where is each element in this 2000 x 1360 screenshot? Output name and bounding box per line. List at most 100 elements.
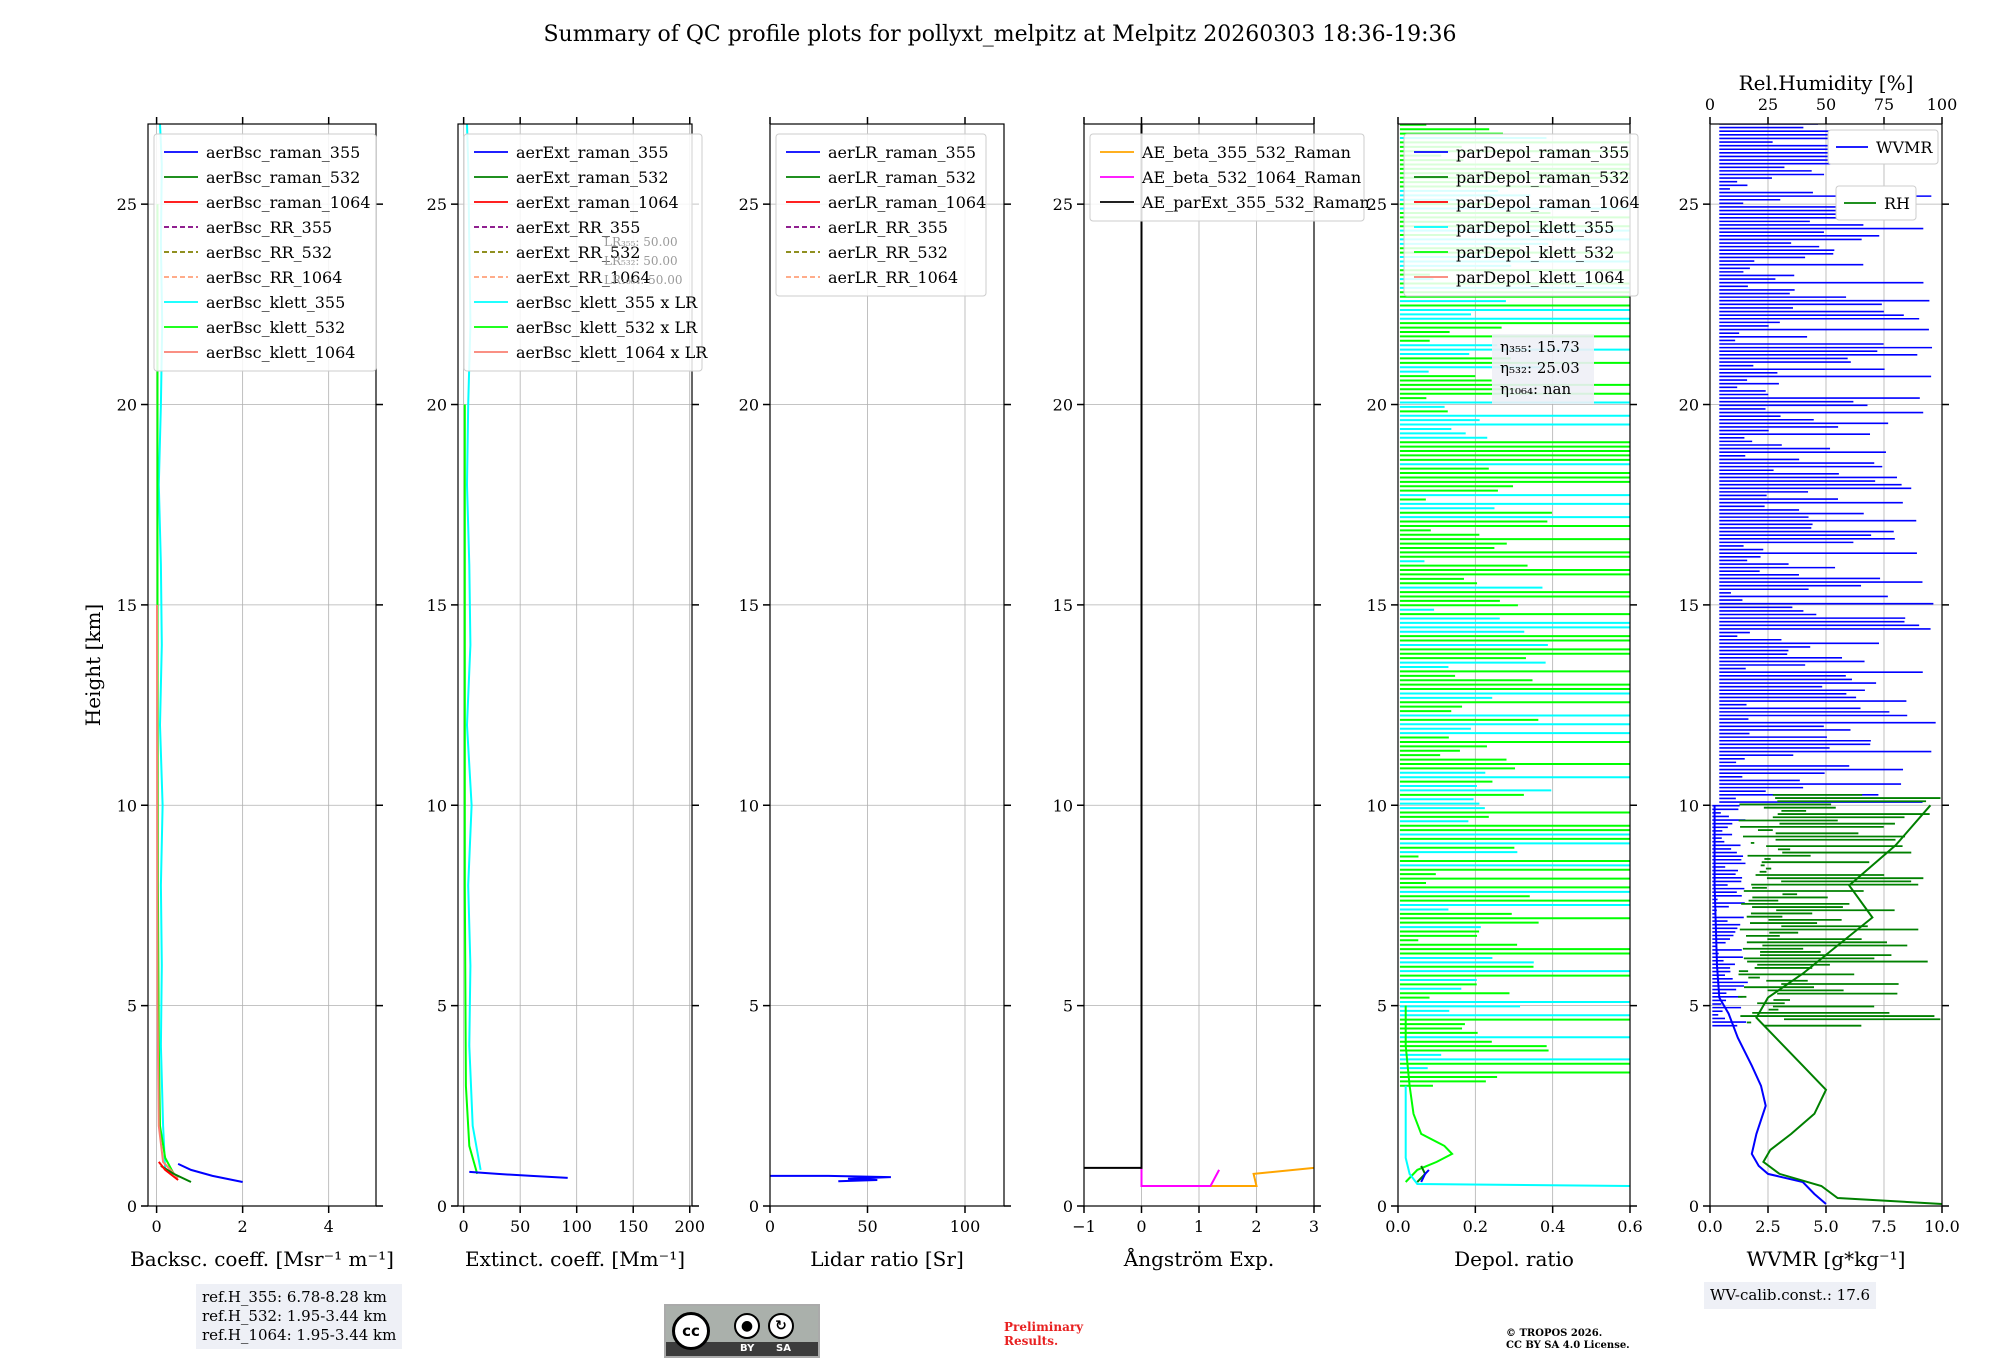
- legend-label: aerExt_RR_532: [516, 243, 640, 262]
- x-tick-label: 0: [459, 1217, 469, 1236]
- series-group: [770, 1174, 891, 1183]
- y-tick-label: 5: [749, 997, 759, 1016]
- legend-label: parDepol_raman_1064: [1456, 193, 1640, 212]
- y-tick-label: 10: [739, 796, 759, 815]
- y-tick-label: 5: [1377, 997, 1387, 1016]
- eta-annotation: η₁₀₆₄: nan: [1500, 380, 1571, 398]
- y-tick-label: 25: [117, 195, 137, 214]
- x-axis-label: WVMR [g*kg⁻¹]: [1747, 1247, 1906, 1271]
- share-alike-icon: ↻: [768, 1313, 794, 1339]
- axes-frame: [457, 123, 693, 1207]
- legend-label: aerLR_RR_532: [828, 243, 948, 262]
- y-tick-label: 0: [127, 1197, 137, 1216]
- top-x-tick-label: 75: [1874, 95, 1894, 114]
- series-aerBsc_klett_532 x LR: [463, 404, 479, 1175]
- lr-annotation: LR₃₅₅: 50.00: [604, 235, 678, 249]
- series-parDepol_klett_532: [1404, 1005, 1454, 1183]
- legend-box: [153, 133, 377, 372]
- y-tick-label: 20: [427, 396, 447, 415]
- legend-label: aerExt_RR_355: [516, 218, 640, 237]
- top-axis-label: Rel.Humidity [%]: [1739, 71, 1914, 95]
- legend-label: aerBsc_klett_532: [206, 318, 345, 337]
- series-parDepol_raman_355: [1420, 1169, 1430, 1183]
- preliminary-line-2: Results.: [1004, 1334, 1059, 1348]
- lr-annotation: LR₅₃₂: 50.00: [604, 254, 678, 268]
- x-tick-label: 0.0: [1385, 1217, 1410, 1236]
- y-tick-label: 0: [749, 1197, 759, 1216]
- x-tick-label: 10.0: [1924, 1217, 1960, 1236]
- series-aerLR_raman_355: [770, 1174, 891, 1183]
- y-tick-label: 25: [1053, 195, 1073, 214]
- y-tick-label: 0: [437, 1197, 447, 1216]
- eta-annotation: η₅₃₂: 25.03: [1500, 359, 1580, 377]
- x-tick-label: 0.2: [1463, 1217, 1488, 1236]
- legend-label: aerBsc_RR_1064: [206, 268, 342, 287]
- series-aerBsc_raman_1064: [158, 1161, 179, 1181]
- preliminary-line-1: Preliminary: [1004, 1320, 1084, 1334]
- y-tick-label: 10: [1367, 796, 1387, 815]
- x-tick-label: 7.5: [1871, 1217, 1896, 1236]
- series-RH: [1755, 804, 1942, 1205]
- y-tick-label: 0: [1689, 1197, 1699, 1216]
- legend-label: RH: [1884, 194, 1910, 213]
- ref-height-355: ref.H_355: 6.78-8.28 km: [202, 1288, 387, 1306]
- panel-backscatter: 0 2 4 0 5 10 15 20 25 Backsc. coeff. [Msr⁻¹ m⁻¹] a…: [117, 117, 394, 1271]
- y-tick-label: 5: [127, 997, 137, 1016]
- x-axis-label: Extinct. coeff. [Mm⁻¹]: [465, 1247, 685, 1271]
- y-tick-label: 15: [117, 596, 137, 615]
- legend-label: AE_parExt_355_532_Raman: [1141, 193, 1370, 212]
- ref-height-532: ref.H_532: 1.95-3.44 km: [202, 1307, 387, 1325]
- panel-depol: 0.0 0.2 0.4 0.6 0 5 10 15 20 25 Depol. ratio parDep…: [1367, 117, 1643, 1271]
- cc-icon: cc: [672, 1312, 710, 1350]
- x-tick-label: 5.0: [1813, 1217, 1838, 1236]
- x-tick-label: 2: [238, 1217, 248, 1236]
- legend-label: aerExt_raman_355: [516, 143, 669, 162]
- x-axis-label: Lidar ratio [Sr]: [810, 1247, 964, 1271]
- y-tick-label: 25: [1679, 195, 1699, 214]
- series-aerBsc_klett_1064: [156, 604, 179, 1179]
- wv-calib-text: WV-calib.const.: 17.6: [1710, 1286, 1871, 1304]
- y-tick-label: 25: [739, 195, 759, 214]
- series-parDepol_klett_355: [1404, 1085, 1630, 1187]
- y-tick-label: 5: [1063, 997, 1073, 1016]
- license-line-1: © TROPOS 2026.: [1506, 1328, 1603, 1339]
- y-tick-label: 10: [1679, 796, 1699, 815]
- legend-label: parDepol_klett_532: [1456, 243, 1614, 262]
- y-tick-label: 25: [1367, 195, 1387, 214]
- legend-label: aerLR_RR_355: [828, 218, 948, 237]
- y-tick-label: 10: [117, 796, 137, 815]
- x-tick-label: 150: [618, 1217, 649, 1236]
- series-aerExt_raman_355: [469, 1170, 568, 1179]
- x-axis-label: Ångström Exp.: [1123, 1246, 1274, 1271]
- x-tick-label: 0: [152, 1217, 162, 1236]
- x-tick-label: 200: [674, 1217, 705, 1236]
- y-tick-label: 10: [1053, 796, 1073, 815]
- x-tick-label: 100: [561, 1217, 592, 1236]
- cc-license-badge: cc ● ↻ BY SA: [664, 1304, 820, 1358]
- y-tick-label: 25: [427, 195, 447, 214]
- y-tick-label: 20: [117, 396, 137, 415]
- x-tick-label: 50: [510, 1217, 530, 1236]
- panel-wvmr: 0.0 2.5 5.0 7.5 10.0 0 5 10 15 20 25 WVMR [g*kg⁻¹] 0…: [1679, 71, 1960, 1271]
- y-tick-label: 20: [739, 396, 759, 415]
- legend-label: parDepol_raman_532: [1456, 168, 1629, 187]
- series-AE_parExt_355_532_Raman: [1084, 124, 1143, 1169]
- legend-label: aerBsc_RR_532: [206, 243, 332, 262]
- y-tick-label: 5: [437, 997, 447, 1016]
- legend-label: aerExt_raman_1064: [516, 193, 679, 212]
- y-tick-label: 0: [1377, 1197, 1387, 1216]
- cc-sa-label: SA: [776, 1343, 791, 1354]
- y-tick-label: 15: [739, 596, 759, 615]
- x-tick-label: 0.4: [1540, 1217, 1565, 1236]
- legend-label: aerLR_raman_1064: [828, 193, 986, 212]
- y-tick-label: 15: [427, 596, 447, 615]
- legend-label: aerLR_RR_1064: [828, 268, 958, 287]
- series-AE_beta_532_1064_Raman: [1140, 124, 1220, 1187]
- top-x-tick-label: 50: [1816, 95, 1836, 114]
- ref-height-1064: ref.H_1064: 1.95-3.44 km: [202, 1326, 397, 1344]
- x-axis-label: Backsc. coeff. [Msr⁻¹ m⁻¹]: [130, 1247, 394, 1271]
- y-tick-label: 20: [1053, 396, 1073, 415]
- legend-label: aerBsc_raman_355: [206, 143, 360, 162]
- cc-by-label: BY: [740, 1343, 755, 1354]
- legend-label: aerExt_RR_1064: [516, 268, 651, 287]
